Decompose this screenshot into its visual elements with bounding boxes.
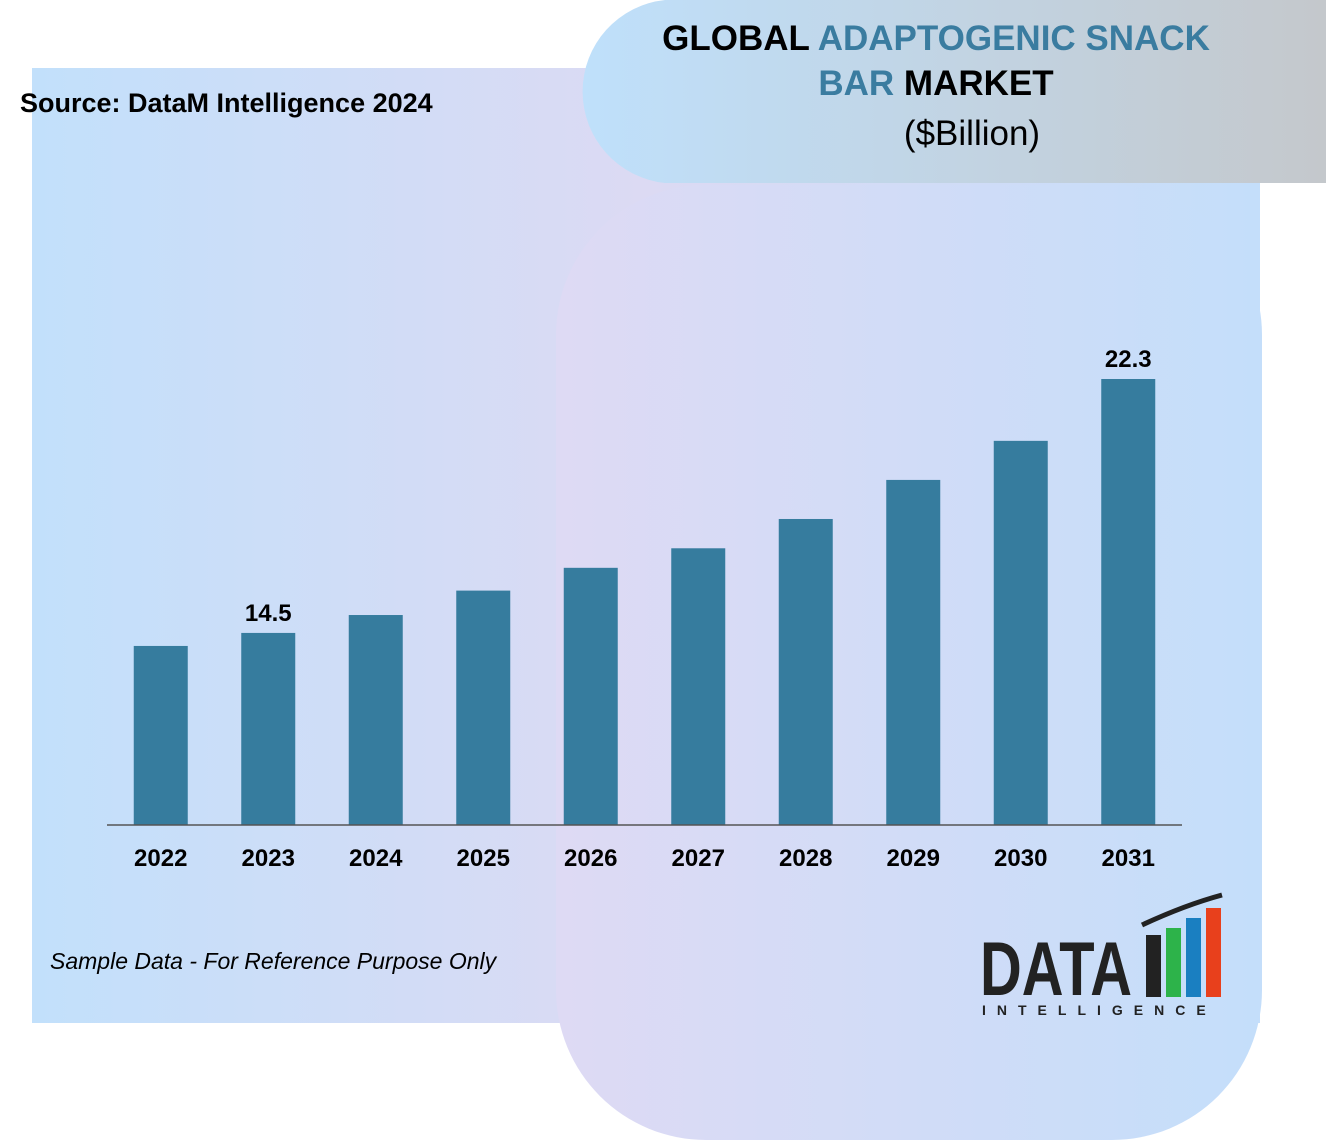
logo-bar bbox=[1186, 918, 1201, 997]
value-label: 22.3 bbox=[1105, 346, 1152, 373]
logo-bar bbox=[1146, 935, 1161, 997]
bar bbox=[563, 567, 618, 825]
logo-bar bbox=[1206, 908, 1221, 997]
bar bbox=[886, 479, 941, 825]
x-tick-label: 2023 bbox=[242, 845, 295, 872]
x-tick-label: 2031 bbox=[1102, 845, 1155, 872]
x-tick-label: 2026 bbox=[564, 845, 617, 872]
bar bbox=[671, 548, 726, 825]
x-tick-label: 2027 bbox=[672, 845, 725, 872]
title-part: ADAPTOGENIC SNACK bbox=[818, 19, 1210, 58]
title-banner bbox=[582, 0, 1326, 183]
logo-tagline: INTELLIGENCE bbox=[982, 1002, 1217, 1018]
source: Source: DataM Intelligence 2024 bbox=[20, 88, 433, 118]
chart-subtitle: ($Billion) bbox=[904, 114, 1040, 153]
bar bbox=[348, 615, 403, 825]
chart-title: BAR MARKET bbox=[818, 64, 1053, 103]
bar bbox=[1101, 379, 1156, 825]
x-tick-label: 2025 bbox=[457, 845, 510, 872]
bar bbox=[456, 590, 511, 825]
x-tick-label: 2030 bbox=[994, 845, 1047, 872]
title-part: GLOBAL bbox=[662, 19, 809, 58]
logo-word: DATA bbox=[980, 927, 1132, 1012]
x-tick-label: 2022 bbox=[134, 845, 187, 872]
bar bbox=[133, 645, 188, 825]
bar bbox=[778, 518, 833, 825]
chart-title: GLOBAL ADAPTOGENIC SNACK bbox=[662, 19, 1210, 58]
note: Sample Data - For Reference Purpose Only bbox=[50, 948, 498, 974]
bar bbox=[993, 440, 1048, 825]
title-part: BAR bbox=[818, 64, 894, 103]
x-tick-label: 2024 bbox=[349, 845, 403, 872]
logo-swoosh bbox=[1140, 892, 1223, 928]
value-label: 14.5 bbox=[245, 600, 292, 627]
bar bbox=[241, 632, 296, 825]
logo-bar bbox=[1166, 928, 1181, 997]
x-tick-label: 2029 bbox=[887, 845, 940, 872]
x-tick-label: 2028 bbox=[779, 845, 832, 872]
title-part: MARKET bbox=[904, 64, 1054, 103]
